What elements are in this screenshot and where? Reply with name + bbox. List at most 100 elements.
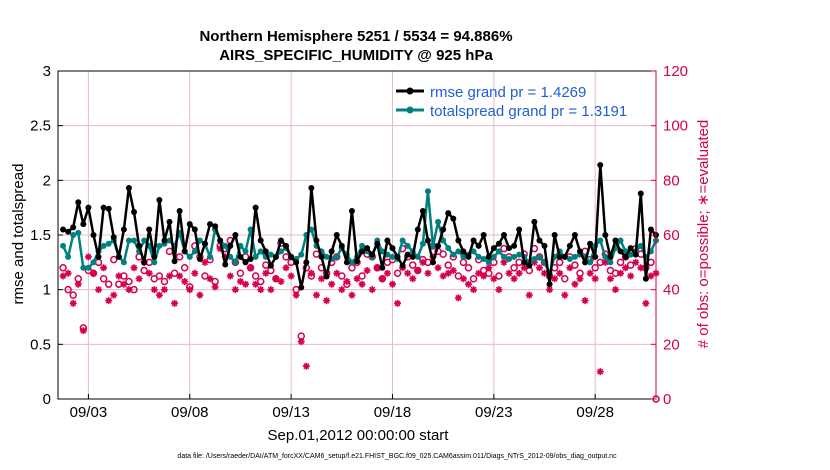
rmse-point (207, 221, 214, 228)
totalspread-point (60, 242, 67, 249)
obs-evaluated-point (596, 368, 604, 376)
totalspread-point (450, 251, 457, 258)
x-tick-label: 09/08 (171, 404, 209, 421)
rmse-point (506, 245, 513, 252)
obs-evaluated-point (490, 275, 498, 283)
rmse-point (592, 253, 599, 260)
obs-evaluated-point (120, 280, 128, 288)
y-left-tick-label: 0.5 (30, 336, 51, 353)
totalspread-point (75, 229, 82, 236)
obs-evaluated-point (627, 272, 635, 280)
rmse-point (212, 223, 219, 230)
rmse-point (460, 248, 467, 255)
x-axis-label: Sep.01,2012 00:00:00 start (268, 427, 450, 444)
obs-evaluated-point (318, 275, 326, 283)
obs-possible-point (59, 264, 67, 272)
obs-evaluated-point (606, 275, 614, 283)
rmse-point (369, 251, 376, 258)
obs-evaluated-point (262, 269, 270, 277)
rmse-point (495, 240, 502, 247)
rmse-point (95, 253, 102, 260)
obs-evaluated-point (586, 269, 594, 277)
rmse-point (75, 199, 82, 206)
obs-evaluated-point (236, 277, 244, 285)
rmse-point (394, 253, 401, 260)
rmse-point (191, 226, 198, 233)
obs-evaluated-point (231, 286, 239, 294)
obs-evaluated-point (221, 253, 229, 261)
rmse-point (80, 221, 87, 228)
obs-evaluated-point (247, 264, 255, 272)
obs-evaluated-point (632, 258, 640, 266)
totalspread-point (359, 242, 366, 249)
series-layer (59, 162, 660, 403)
rmse-point (612, 237, 619, 244)
totalspread-point (511, 253, 518, 260)
totalspread-point (536, 253, 543, 260)
y-right-tick-label: 60 (663, 227, 680, 244)
rmse-point (642, 275, 649, 282)
rmse-point (196, 256, 203, 263)
y-right-tick-label: 120 (663, 63, 688, 80)
obs-possible-point (262, 261, 270, 269)
obs-evaluated-point (642, 299, 650, 307)
obs-possible-point (616, 258, 625, 267)
rmse-point (480, 232, 487, 238)
totalspread-point (440, 237, 447, 244)
totalspread-point (607, 259, 614, 266)
obs-evaluated-point (242, 280, 250, 288)
obs-evaluated-point (165, 272, 173, 280)
rmse-point (556, 253, 563, 260)
obs-possible-point (104, 280, 113, 288)
obs-evaluated-point (617, 269, 625, 277)
totalspread-point (191, 248, 198, 255)
obs-evaluated-point (343, 277, 351, 285)
obs-evaluated-point (59, 272, 67, 280)
obs-evaluated-point (272, 275, 280, 283)
obs-possible-point (439, 250, 447, 258)
obs-evaluated-point (414, 267, 422, 275)
rmse-point (85, 204, 92, 211)
rmse-point (222, 261, 229, 268)
totalspread-point (516, 251, 523, 258)
obs-evaluated-point (622, 264, 630, 272)
rmse-point (293, 259, 300, 266)
totalspread-point (490, 253, 497, 260)
obs-evaluated-point (404, 269, 412, 277)
obs-evaluated-point (551, 275, 559, 283)
obs-evaluated-point (160, 286, 168, 294)
totalspread-point (348, 259, 355, 266)
rmse-point (379, 264, 386, 271)
obs-evaluated-point (464, 280, 472, 288)
rmse-point (227, 242, 234, 249)
obs-evaluated-point (449, 267, 457, 275)
legend-rmse-label: rmse grand pr = 1.4269 (430, 84, 586, 101)
obs-evaluated-point (64, 269, 72, 277)
obs-evaluated-point (302, 362, 310, 370)
obs-possible-point (464, 264, 473, 272)
rmse-point (364, 245, 371, 252)
totalspread-point (424, 188, 431, 195)
y-left-tick-label: 3 (43, 63, 51, 80)
y-right-tick-label: 40 (663, 282, 680, 299)
totalspread-point (414, 253, 421, 260)
rmse-point (343, 259, 350, 266)
totalspread-point (80, 264, 87, 271)
obs-evaluated-point (181, 277, 189, 285)
chart-title: Northern Hemisphere 5251 / 5534 = 94.886… (199, 28, 512, 45)
rmse-point (125, 184, 132, 191)
rmse-point (409, 253, 416, 260)
obs-possible-point (555, 258, 564, 267)
obs-evaluated-point (378, 275, 386, 283)
obs-evaluated-point (576, 275, 584, 283)
obs-evaluated-point (571, 280, 579, 288)
obs-evaluated-point (581, 297, 589, 305)
obs-evaluated-point (333, 269, 341, 277)
totalspread-point (506, 256, 513, 263)
obs-evaluated-point (292, 291, 300, 299)
obs-evaluated-point (100, 264, 108, 272)
obs-evaluated-point (69, 299, 77, 307)
obs-possible-point (69, 291, 77, 299)
rmse-point (283, 242, 290, 249)
